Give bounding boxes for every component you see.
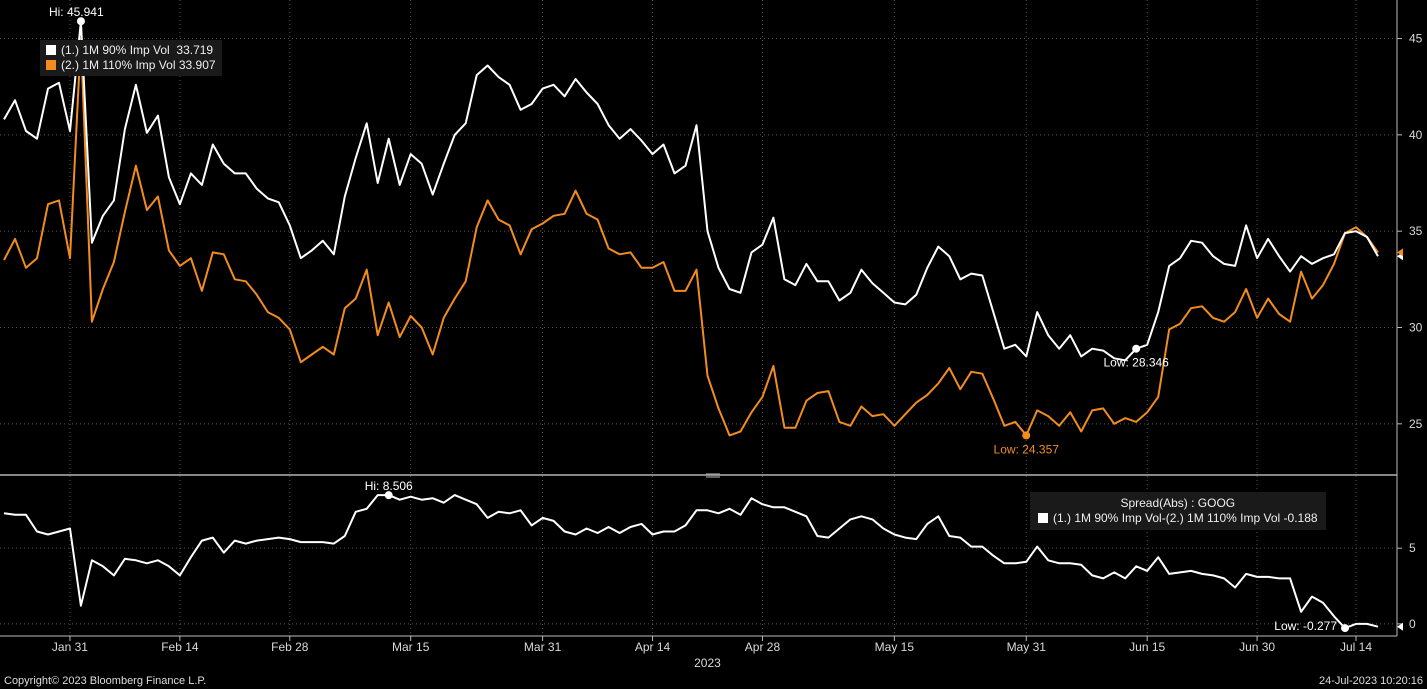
extreme-marker bbox=[1132, 344, 1141, 353]
legend-label: (1.) 1M 90% Imp Vol bbox=[61, 43, 170, 57]
extreme-marker bbox=[76, 17, 85, 26]
extreme-marker bbox=[1341, 624, 1350, 633]
legend-value: 33.907 bbox=[178, 58, 216, 72]
x-year-label: 2023 bbox=[694, 656, 721, 670]
y-tick-label: 5 bbox=[1409, 541, 1416, 555]
y-tick-label: 30 bbox=[1409, 321, 1423, 335]
bottom-legend: Spread(Abs) : GOOG (1.) 1M 90% Imp Vol-(… bbox=[1030, 492, 1326, 530]
extreme-label: Low: 28.346 bbox=[1103, 356, 1169, 370]
x-tick-label: Apr 14 bbox=[635, 640, 671, 654]
y-tick-label: 0 bbox=[1409, 617, 1416, 631]
spread-title: Spread(Abs) : GOOG bbox=[1120, 496, 1236, 510]
x-tick-label: Feb 14 bbox=[161, 640, 199, 654]
legend-item-spread: (1.) 1M 90% Imp Vol-(2.) 1M 110% Imp Vol… bbox=[1038, 511, 1318, 526]
legend-item-series-2: (2.) 1M 110% Imp Vol 33.907 bbox=[46, 58, 216, 73]
y-tick-label: 45 bbox=[1409, 32, 1423, 46]
extreme-label: Low: 24.357 bbox=[994, 442, 1060, 456]
legend-swatch-orange bbox=[46, 60, 56, 70]
extreme-marker bbox=[384, 491, 393, 500]
legend-label: (1.) 1M 90% Imp Vol-(2.) 1M 110% Imp Vol bbox=[1053, 511, 1281, 525]
x-tick-label: Jun 15 bbox=[1129, 640, 1165, 654]
y-tick-label: 40 bbox=[1409, 128, 1423, 142]
extreme-label: Hi: 8.506 bbox=[365, 479, 413, 493]
legend-label: (2.) 1M 110% Imp Vol bbox=[61, 58, 176, 72]
x-tick-label: Mar 31 bbox=[524, 640, 562, 654]
series-line-1 bbox=[3, 20, 1379, 362]
last-value-marker bbox=[1397, 248, 1403, 257]
x-tick-label: Jan 31 bbox=[52, 640, 88, 654]
extreme-label: Low: -0.277 bbox=[1274, 619, 1337, 633]
legend-swatch-white bbox=[46, 45, 56, 55]
legend-swatch-white bbox=[1038, 513, 1048, 523]
last-value-marker bbox=[1397, 622, 1403, 631]
extreme-marker bbox=[1022, 431, 1031, 440]
x-tick-label: Mar 15 bbox=[392, 640, 430, 654]
x-tick-label: Jun 30 bbox=[1239, 640, 1275, 654]
copyright: Copyright© 2023 Bloomberg Finance L.P. bbox=[4, 675, 207, 687]
y-tick-label: 25 bbox=[1409, 417, 1423, 431]
x-tick-label: Jul 14 bbox=[1340, 640, 1372, 654]
x-tick-label: Feb 28 bbox=[271, 640, 309, 654]
timestamp: 24-Jul-2023 10:20:16 bbox=[1319, 675, 1423, 687]
series-line-1 bbox=[3, 494, 1379, 630]
legend-value: 33.719 bbox=[176, 43, 214, 57]
series-line-2 bbox=[3, 37, 1379, 437]
y-tick-label: 35 bbox=[1409, 224, 1423, 238]
x-tick-label: Apr 28 bbox=[745, 640, 781, 654]
extreme-label: Hi: 45.941 bbox=[49, 5, 104, 19]
legend-item-series-1: (1.) 1M 90% Imp Vol 33.719 bbox=[46, 43, 216, 58]
x-tick-label: May 15 bbox=[875, 640, 915, 654]
legend-value: -0.188 bbox=[1283, 511, 1318, 525]
top-legend: (1.) 1M 90% Imp Vol 33.719 (2.) 1M 110% … bbox=[40, 40, 222, 76]
x-tick-label: May 31 bbox=[1007, 640, 1047, 654]
